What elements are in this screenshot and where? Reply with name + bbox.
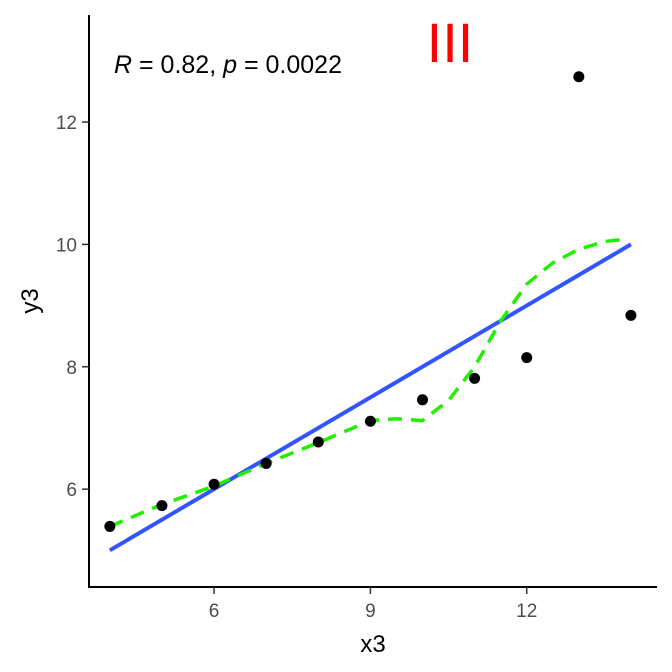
y-tick-label: 8 xyxy=(66,358,77,379)
p-symbol: p xyxy=(222,51,237,79)
data-point xyxy=(312,436,324,448)
data-point xyxy=(573,71,585,83)
data-point xyxy=(104,520,116,532)
y-tick-label: 12 xyxy=(56,113,77,134)
y-tick-label: 10 xyxy=(56,235,77,256)
y-axis-title: y3 xyxy=(17,288,44,313)
x-tick-label: 12 xyxy=(516,601,537,622)
data-point xyxy=(208,478,220,490)
x-axis-title: x3 xyxy=(360,631,385,658)
smooth-curve xyxy=(109,237,624,529)
data-point xyxy=(625,309,637,321)
r-value: = 0.82, xyxy=(132,51,223,79)
smooth-curve-layer xyxy=(109,237,624,529)
panel-label: III xyxy=(427,11,474,74)
data-point xyxy=(156,500,168,512)
data-point xyxy=(469,372,481,384)
y-tick-label: 6 xyxy=(66,480,77,501)
data-point xyxy=(417,394,429,406)
data-point xyxy=(260,457,272,469)
y-axis-ticks: 6 8 10 12 xyxy=(56,113,89,501)
x-axis-ticks: 6 9 12 xyxy=(209,587,537,622)
regression-line xyxy=(108,242,632,553)
r-symbol: R xyxy=(114,51,132,79)
regression-line-layer xyxy=(108,242,632,553)
p-value: = 0.0022 xyxy=(237,51,342,79)
data-point xyxy=(521,352,533,364)
data-points xyxy=(104,71,637,532)
x-tick-label: 9 xyxy=(365,601,376,622)
x-tick-label: 6 xyxy=(209,601,220,622)
data-point xyxy=(364,415,376,427)
correlation-annotation: R = 0.82, p = 0.0022 xyxy=(114,51,342,79)
